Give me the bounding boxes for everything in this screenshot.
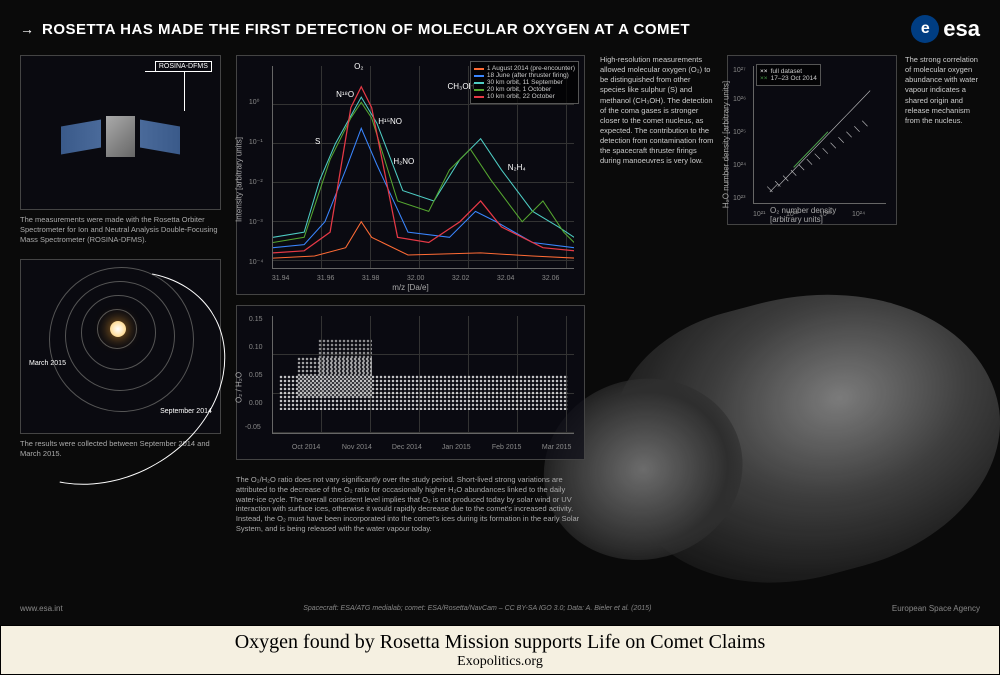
title-area: → ROSETTA HAS MADE THE FIRST DETECTION O…: [20, 21, 690, 38]
spacecraft-panel: ROSINA-DFMS: [20, 55, 221, 210]
comet-orbit-path: [0, 228, 264, 526]
ratio-chart: O₂ / H₂O 0.15 0.10 0.05 0.00 -0.05 Oct 2…: [236, 305, 585, 460]
center-column: Intensity [arbitrary units] m/z [Da/e] S…: [236, 55, 585, 534]
esa-logo-text: esa: [943, 16, 980, 42]
spacecraft-section: ROSINA-DFMS The measurements were made w…: [20, 55, 221, 244]
bottom-banner: Oxygen found by Rosetta Mission supports…: [0, 625, 1000, 675]
correlation-scatter: [754, 66, 886, 203]
spectrum-ylabel: Intensity [arbitrary units]: [234, 137, 243, 222]
orbit-panel: March 2015 September 2014: [20, 259, 221, 434]
spacecraft-caption: The measurements were made with the Rose…: [20, 215, 221, 244]
content-grid: ROSINA-DFMS The measurements were made w…: [20, 55, 980, 534]
peak-O2: O₂: [354, 62, 363, 71]
correlation-chart: ××full dataset××17–23 Oct 2014 H₂O numbe…: [727, 55, 897, 225]
spectrum-legend: 1 August 2014 (pre-encounter)18 June (af…: [470, 61, 579, 104]
esa-logo: e esa: [911, 15, 980, 43]
banner-subtitle: Exopolitics.org: [457, 654, 543, 670]
ratio-ylabel: O₂ / H₂O: [234, 371, 243, 402]
banner-title: Oxygen found by Rosetta Mission supports…: [235, 631, 766, 654]
right-area: High-resolution measurements allowed mol…: [600, 55, 980, 534]
peak-S: S: [315, 137, 320, 146]
ratio-caption: The O₂/H₂O ratio does not vary significa…: [236, 475, 585, 534]
header: → ROSETTA HAS MADE THE FIRST DETECTION O…: [20, 15, 980, 43]
arrow-icon: →: [20, 21, 34, 37]
spacecraft-illustration: [71, 102, 170, 171]
infographic-container: → ROSETTA HAS MADE THE FIRST DETECTION O…: [0, 0, 1000, 625]
peak-H2NO: H₂NO: [393, 157, 414, 166]
footer-credit: Spacecraft: ESA/ATG medialab; comet: ESA…: [303, 605, 651, 612]
spectrum-xlabel: m/z [Da/e]: [392, 283, 428, 292]
correlation-legend: ××full dataset××17–23 Oct 2014: [756, 64, 821, 86]
footer-url: www.esa.int: [20, 604, 63, 613]
spectrum-chart: Intensity [arbitrary units] m/z [Da/e] S…: [236, 55, 585, 295]
corr-xlabel: O₂ number density [arbitrary units]: [770, 206, 854, 224]
orbit-section: March 2015 September 2014 The results we…: [20, 259, 221, 459]
peak-N2H4: N₂H₄: [508, 163, 526, 172]
footer: www.esa.int Spacecraft: ESA/ATG medialab…: [20, 604, 980, 613]
center-description: High-resolution measurements allowed mol…: [600, 55, 715, 166]
peak-H15NO: H¹⁵NO: [378, 117, 402, 126]
correlation-description: The strong correlation of molecular oxyg…: [905, 55, 980, 225]
esa-logo-icon: e: [911, 15, 939, 43]
footer-agency: European Space Agency: [892, 604, 980, 613]
main-title: ROSETTA HAS MADE THE FIRST DETECTION OF …: [42, 21, 690, 38]
spacecraft-callout: ROSINA-DFMS: [155, 61, 212, 72]
orbit-label-march: March 2015: [29, 360, 66, 367]
peak-N18O: N¹⁸O: [336, 90, 354, 99]
corr-ylabel: H₂O number density [arbitrary units]: [722, 81, 731, 208]
left-column: ROSINA-DFMS The measurements were made w…: [20, 55, 221, 534]
orbit-label-sept: September 2014: [160, 408, 212, 415]
